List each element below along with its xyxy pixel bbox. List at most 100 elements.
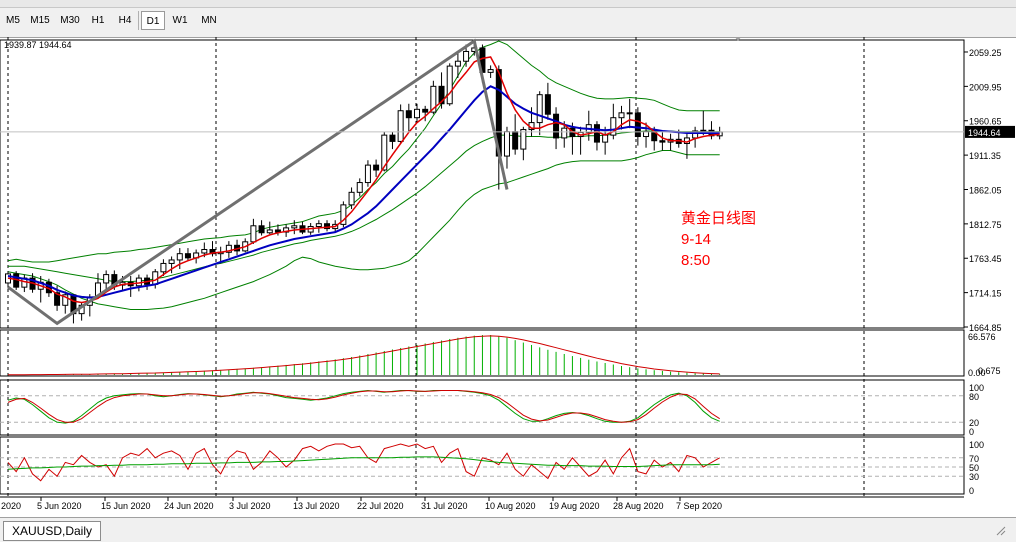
- candle-bullish: [602, 134, 609, 143]
- bollinger-upper-line: [7, 40, 720, 263]
- x-tick-label: 10 Aug 2020: [485, 501, 536, 511]
- y-tick-label: 1911.35: [969, 151, 1001, 161]
- panel-frame-ind1: [0, 329, 965, 377]
- candle-bullish: [168, 259, 175, 264]
- ohlc-info-text: 1939.87 1944.64: [4, 40, 72, 50]
- y-tick-label: 2009.95: [969, 82, 1002, 92]
- candle-bullish: [454, 60, 461, 67]
- x-tick-label: 28 Aug 2020: [613, 501, 664, 511]
- candle-bullish: [201, 248, 208, 254]
- candle-bearish: [184, 253, 191, 259]
- resize-grip-icon[interactable]: [994, 524, 1006, 536]
- candle-bullish: [381, 134, 388, 171]
- candle-bullish: [291, 225, 298, 229]
- candle-bearish: [593, 124, 600, 143]
- moving-average-red: [7, 56, 720, 304]
- zigzag-line: [7, 38, 509, 326]
- annotation-text: 黄金日线图: [681, 210, 756, 227]
- y-tick-label: 30: [969, 472, 979, 482]
- y-tick-label: 1812.75: [969, 220, 1002, 230]
- oscillator-line-2: [7, 456, 720, 470]
- y-tick-label: 50: [969, 463, 979, 473]
- candle-bullish: [315, 223, 322, 227]
- oscillator-line-2: [7, 389, 720, 423]
- candle-bullish: [62, 294, 69, 306]
- candle-bearish: [634, 112, 641, 138]
- x-tick-label: y 2020: [0, 501, 21, 511]
- y-tick-label: 100: [969, 383, 984, 393]
- symbol-tab[interactable]: XAUUSD,Daily: [3, 521, 102, 541]
- oscillator-line-1: [7, 443, 720, 482]
- candle-bullish: [414, 108, 420, 119]
- timeframe-button-h1[interactable]: H1: [91, 15, 105, 26]
- timeframe-button-m5[interactable]: M5: [6, 15, 20, 26]
- candle-bearish: [438, 85, 445, 105]
- x-tick-label: 15 Jun 2020: [101, 501, 151, 511]
- candle-bullish: [348, 191, 355, 206]
- candle-bullish: [626, 112, 633, 115]
- candle-bullish: [397, 110, 404, 142]
- candle-bearish: [324, 223, 331, 230]
- timeframe-button-mn[interactable]: MN: [201, 15, 217, 26]
- candle-bullish: [364, 164, 371, 184]
- candle-bearish: [512, 131, 519, 150]
- y-tick-label: 1763.45: [969, 254, 1002, 264]
- chart-shift-marker-icon: [734, 36, 742, 41]
- x-tick-label: 31 Jul 2020: [421, 501, 468, 511]
- candle-bullish: [503, 131, 510, 157]
- candle-bullish: [487, 69, 494, 73]
- y-tick-label: 0.00: [968, 368, 986, 378]
- candle-bearish: [405, 110, 412, 119]
- top-toolbar-strip: [0, 0, 1016, 8]
- candle-bullish: [618, 112, 625, 119]
- y-tick-label: 1862.05: [969, 185, 1002, 195]
- candle-bullish: [250, 225, 257, 243]
- current-price-label: 1944.64: [968, 128, 1001, 138]
- candle-bullish: [225, 244, 232, 253]
- y-tick-label: 1664.85: [969, 323, 1002, 333]
- chart-area[interactable]: 2059.25 2009.95 1960.65 1911.35 1862.05 1812.…: [0, 36, 1016, 517]
- panel-frame-price: [0, 39, 965, 329]
- bollinger-lower-line: [7, 150, 720, 310]
- moving-average-blue: [7, 85, 720, 299]
- candle-bullish: [430, 85, 437, 113]
- timeframe-button-h4[interactable]: H4: [118, 15, 132, 26]
- x-tick-label: 7 Sep 2020: [676, 501, 722, 511]
- timeframe-button-w1[interactable]: W1: [172, 15, 188, 26]
- current-price-badge: [965, 125, 1015, 138]
- chart-canvas[interactable]: 2059.25 2009.95 1960.65 1911.35 1862.05 1812.…: [0, 36, 1016, 517]
- y-tick-label: 1960.65: [969, 117, 1002, 127]
- x-tick-label: 24 Jun 2020: [164, 501, 214, 511]
- timeframe-button-m30[interactable]: M30: [60, 15, 80, 26]
- bollinger-middle-line: [8, 130, 720, 283]
- candle-bullish: [103, 274, 110, 284]
- candle-bullish: [266, 229, 273, 234]
- candle-bullish: [700, 129, 707, 132]
- y-tick-label: 20: [969, 418, 979, 428]
- timeframe-button-d1[interactable]: D1: [141, 11, 165, 30]
- x-tick-label: 3 Jul 2020: [229, 501, 271, 511]
- y-tick-label: 2059.25: [969, 48, 1002, 58]
- timeframe-toolbar: M5 M15 M30 H1 H4 D1 W1 MN: [0, 0, 1016, 38]
- x-tick-label: 19 Aug 2020: [549, 501, 600, 511]
- candle-bearish: [373, 164, 380, 171]
- y-tick-label: 70: [969, 454, 979, 464]
- candle-bullish: [340, 204, 347, 225]
- chart-tabs-bar: XAUUSD,Daily: [0, 517, 1016, 542]
- histogram-signal-line: [8, 335, 720, 376]
- timeframe-button-m15[interactable]: M15: [30, 15, 50, 26]
- y-tick-label: 0: [969, 427, 974, 437]
- y-tick-label: 0: [969, 486, 974, 496]
- candle-bullish: [561, 127, 568, 139]
- x-tick-label: 5 Jun 2020: [37, 501, 82, 511]
- candle-bearish: [54, 292, 61, 306]
- y-tick-label: 0.675: [978, 366, 1001, 376]
- candle-bullish: [160, 262, 167, 273]
- y-tick-label: 100: [969, 440, 984, 450]
- candle-bearish: [553, 113, 560, 139]
- y-tick-label: 1714.15: [969, 289, 1002, 299]
- x-tick-label: 22 Jul 2020: [357, 501, 404, 511]
- annotation-text: 8:50: [681, 252, 710, 269]
- candle-bearish: [544, 94, 551, 115]
- candle-bullish: [520, 129, 527, 150]
